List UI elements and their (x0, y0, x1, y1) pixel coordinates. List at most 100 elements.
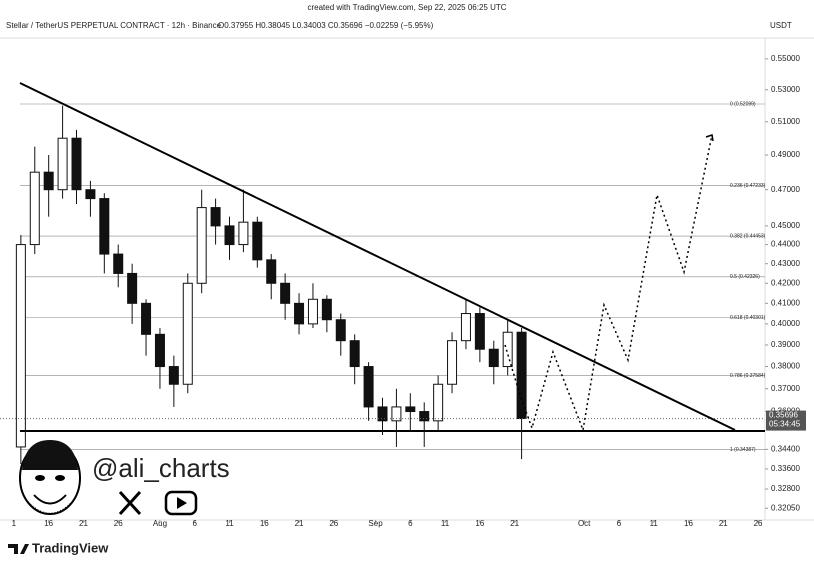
x-tick-label: 21 (510, 519, 519, 528)
x-tick-label: 11 (441, 519, 450, 528)
y-tick-label: 0.37000 (771, 384, 800, 393)
author: @ali_charts (92, 453, 230, 483)
candle-body (363, 366, 374, 408)
x-tick-label: 21 (79, 519, 88, 528)
y-tick-label: 0.33600 (771, 464, 800, 473)
y-tick-label: 0.53000 (771, 85, 800, 94)
x-tick-label: Oct (578, 519, 591, 528)
candle-body (474, 313, 485, 350)
candle-body (377, 406, 388, 422)
x-tick-label: Aug (153, 519, 167, 528)
candle-body (238, 221, 249, 246)
candle-body (113, 253, 124, 274)
x-tick-label: 16 (44, 519, 53, 528)
fib-label: 0.5 (0.42326) (730, 274, 760, 280)
candle-body (210, 207, 221, 227)
x-tick-label: 26 (329, 519, 338, 528)
trendline (19, 82, 736, 431)
y-tick-label: 0.42000 (771, 278, 800, 287)
candle-body (516, 331, 527, 419)
x-tick-label: 16 (475, 519, 484, 528)
y-tick-label: 0.32050 (771, 503, 800, 512)
candle-body (71, 137, 82, 191)
youtube-icon (164, 490, 198, 516)
y-tick-label: 0.44000 (771, 240, 800, 249)
candle-body (349, 340, 360, 368)
x-tick-label: 16 (684, 519, 693, 528)
fib-label: 0.618 (0.40301) (730, 315, 766, 321)
candle-body (29, 171, 40, 246)
candle-body (391, 406, 402, 422)
candle-body (141, 302, 152, 335)
youtube-icon (177, 497, 187, 509)
candle-body (502, 331, 513, 368)
x-tick-label: 11 (650, 519, 659, 528)
last-price-box (766, 410, 806, 431)
symbol: Stellar / TetherUS PERPETUAL CONTRACT · … (6, 21, 222, 30)
x-tick-label: 6 (408, 519, 413, 528)
candle-body (335, 319, 346, 342)
candle-body (321, 298, 332, 321)
candle-body (294, 302, 305, 325)
watermark: created with TradingView.com, Sep 22, 20… (307, 3, 506, 12)
candle-body (43, 171, 54, 191)
y-tick-label: 0.49000 (771, 150, 800, 159)
candle-body (99, 198, 110, 255)
candle-body (433, 383, 444, 422)
fib-label: 0.382 (0.44453) (730, 233, 766, 239)
brand: TradingView (32, 540, 109, 555)
projection-arrow (705, 134, 714, 142)
x-tick-label: 21 (295, 519, 304, 528)
x-tick-label: 6 (617, 519, 622, 528)
candle-body (419, 411, 430, 422)
currency: USDT (770, 21, 792, 30)
projection (504, 134, 713, 433)
candle-body (15, 244, 26, 448)
candle-body (252, 221, 263, 261)
candle-body (127, 272, 138, 304)
x-tick-label: 26 (754, 519, 763, 528)
x-icon (118, 490, 142, 516)
last-price-label: 0.35696 (769, 411, 798, 420)
y-tick-label: 0.51000 (771, 117, 800, 126)
ohlc: O0.37955 H0.38045 L0.34003 C0.35696 −0.0… (218, 21, 434, 30)
countdown: 05:34:45 (769, 420, 801, 429)
candle-body (460, 313, 471, 342)
candle-body (85, 189, 96, 200)
y-tick-label: 0.34400 (771, 444, 800, 453)
candle-body (307, 298, 318, 325)
x-tick-label: Sep (368, 519, 383, 528)
candle-body (447, 340, 458, 385)
x-tick-label: 1 (12, 519, 17, 528)
y-tick-label: 0.38000 (771, 362, 800, 371)
avatar (19, 440, 81, 515)
candle-body (280, 282, 291, 304)
y-tick-label: 0.45000 (771, 221, 800, 230)
x-tick-label: 11 (225, 519, 234, 528)
candle-body (57, 137, 68, 191)
candle-body (196, 207, 207, 284)
y-tick-label: 0.39000 (771, 340, 800, 349)
candle-body (168, 366, 179, 385)
x-tick-label: 21 (719, 519, 728, 528)
brand-logo (8, 544, 29, 554)
y-tick-label: 0.43000 (771, 259, 800, 268)
y-tick-label: 0.32800 (771, 484, 800, 493)
fib-label: 0 (0.52099) (730, 101, 756, 107)
fib-label: 0.786 (0.37584) (730, 373, 766, 379)
candle-body (182, 282, 193, 385)
candle-body (488, 348, 499, 368)
candle-body (405, 406, 416, 413)
y-tick-label: 0.55000 (771, 54, 800, 63)
x-tick-label: 6 (193, 519, 198, 528)
fib-label: 0.236 (0.47233) (730, 183, 766, 189)
x-tick-label: 16 (260, 519, 269, 528)
y-tick-label: 0.40000 (771, 319, 800, 328)
candle-body (266, 259, 277, 284)
y-tick-label: 0.41000 (771, 298, 800, 307)
candle-body (224, 225, 235, 246)
fib-label: 1 (0.34387) (730, 447, 756, 453)
y-tick-label: 0.47000 (771, 185, 800, 194)
